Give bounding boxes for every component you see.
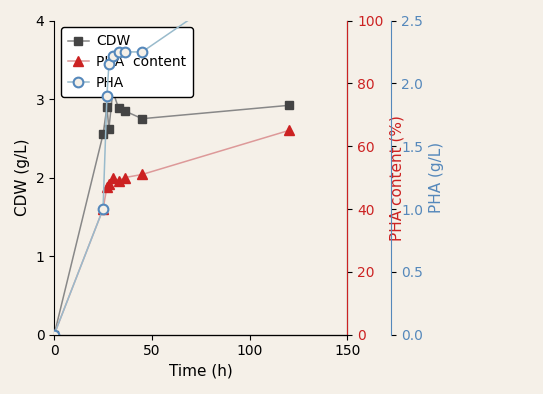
Y-axis label: PHA (g/L): PHA (g/L)	[429, 142, 444, 213]
PHA  content	[104, 185, 110, 190]
PHA  content	[121, 175, 128, 180]
CDW	[286, 103, 292, 108]
PHA	[139, 50, 146, 54]
CDW	[110, 89, 116, 93]
CDW	[100, 132, 106, 137]
CDW	[116, 106, 122, 111]
CDW	[51, 333, 58, 337]
Line: CDW: CDW	[50, 87, 293, 338]
PHA  content	[110, 175, 116, 180]
PHA	[116, 50, 122, 54]
PHA	[106, 62, 112, 67]
PHA	[121, 50, 128, 54]
PHA  content	[286, 128, 292, 133]
PHA	[110, 53, 116, 58]
X-axis label: Time (h): Time (h)	[169, 364, 232, 379]
Y-axis label: PHA content (%): PHA content (%)	[389, 115, 404, 241]
PHA  content	[139, 172, 146, 177]
Line: PHA: PHA	[49, 0, 294, 340]
Line: PHA  content: PHA content	[49, 126, 294, 340]
PHA  content	[116, 178, 122, 183]
PHA  content	[51, 333, 58, 337]
CDW	[104, 104, 110, 109]
PHA	[100, 207, 106, 212]
PHA  content	[100, 207, 106, 212]
Y-axis label: CDW (g/L): CDW (g/L)	[15, 139, 30, 216]
PHA	[51, 333, 58, 337]
CDW	[121, 108, 128, 113]
CDW	[139, 116, 146, 121]
Legend: CDW, PHA  content, PHA: CDW, PHA content, PHA	[61, 28, 193, 97]
PHA  content	[106, 182, 112, 186]
PHA	[104, 93, 110, 98]
CDW	[106, 126, 112, 131]
